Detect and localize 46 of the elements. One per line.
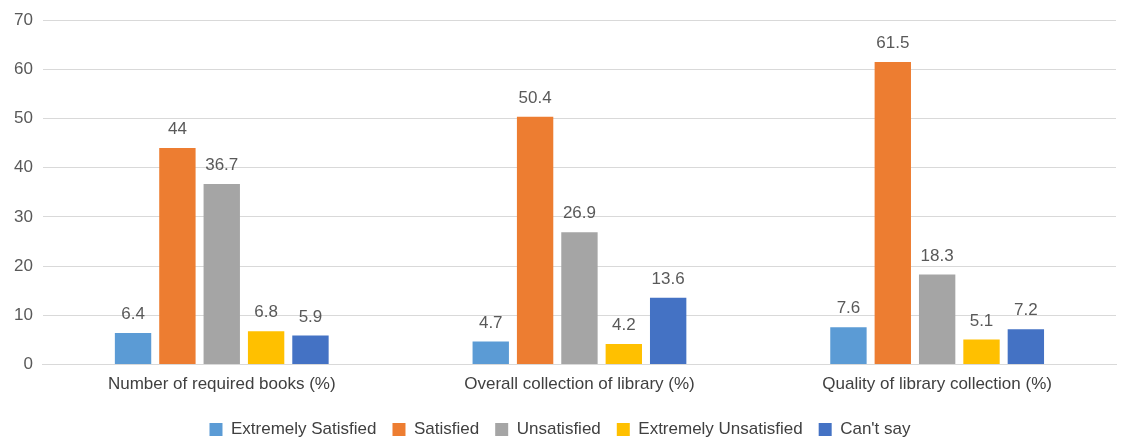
data-label: 61.5 (876, 33, 910, 53)
y-tick-label: 40 (13, 157, 33, 177)
bar (918, 274, 956, 365)
bar (1007, 329, 1045, 365)
data-label: 6.4 (121, 304, 145, 324)
data-label: 6.8 (254, 302, 278, 322)
bar (561, 232, 598, 365)
data-label: 7.6 (836, 298, 861, 318)
bar (649, 297, 687, 365)
data-label: 50.4 (518, 87, 552, 107)
y-tick-label: 60 (13, 59, 33, 79)
bar (874, 62, 911, 365)
data-label: 13.6 (651, 268, 685, 288)
data-label: 4.7 (478, 312, 503, 332)
legend-label: Extremely Unsatisfied (638, 419, 803, 439)
bar (159, 148, 196, 365)
legend-label: Satisfied (413, 419, 480, 439)
y-tick-label: 0 (23, 354, 33, 374)
data-label: 4.2 (611, 315, 636, 335)
data-label: 5.9 (298, 306, 323, 326)
data-label: 18.3 (920, 245, 954, 265)
bar (605, 343, 642, 365)
y-tick-label: 20 (13, 255, 33, 275)
bar (203, 184, 240, 365)
y-tick-label: 50 (13, 108, 33, 128)
x-tick-label: Quality of library collection (%) (822, 374, 1052, 394)
x-tick-label: Number of required books (%) (107, 374, 336, 394)
data-label: 36.7 (205, 155, 239, 175)
data-label: 7.2 (1014, 300, 1038, 320)
legend-label: Extremely Satisfied (230, 419, 377, 439)
bar (516, 116, 554, 365)
bar (292, 335, 329, 365)
y-tick-label: 30 (13, 206, 33, 226)
data-label: 5.1 (969, 310, 994, 330)
y-tick-label: 10 (13, 305, 33, 325)
data-label: 44 (167, 119, 187, 139)
y-tick-label: 70 (13, 9, 33, 29)
legend-label: Can't say (840, 419, 912, 439)
data-label: 26.9 (562, 203, 596, 223)
x-tick-label: Overall collection of library (%) (464, 374, 695, 394)
bar (472, 341, 509, 365)
bar (247, 331, 285, 365)
legend-label: Unsatisfied (516, 419, 601, 439)
bar (830, 327, 867, 365)
bar (114, 333, 152, 365)
bar (963, 339, 1000, 365)
